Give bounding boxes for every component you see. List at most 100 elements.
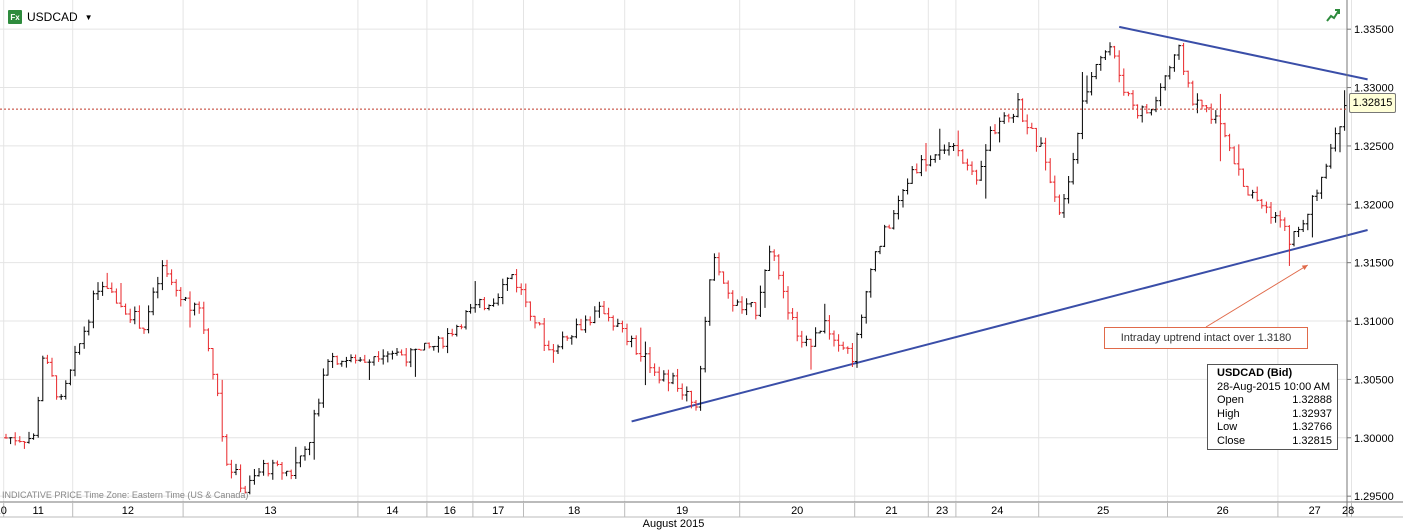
ohlc-bar bbox=[252, 468, 257, 485]
ohlc-bar bbox=[137, 305, 142, 329]
ohlc-bar bbox=[482, 297, 487, 311]
trend-up-icon[interactable] bbox=[1326, 8, 1340, 22]
ohlc-bar bbox=[1209, 103, 1214, 124]
ohlc-bar bbox=[201, 301, 206, 334]
ohlc-bar bbox=[1278, 210, 1283, 228]
y-tick-label: 1.30500 bbox=[1354, 374, 1394, 386]
ohlc-bar bbox=[1002, 112, 1007, 124]
ohlc-bar bbox=[1108, 42, 1112, 56]
symbol-selector[interactable]: Fx USDCAD ▼ bbox=[8, 8, 93, 26]
ohlc-bar bbox=[413, 348, 418, 377]
ohlc-bar bbox=[717, 252, 721, 276]
ohlc-bar bbox=[758, 285, 763, 317]
ohlc-bar bbox=[427, 342, 432, 349]
ohlc-bar bbox=[868, 268, 873, 298]
ohlc-bar bbox=[160, 260, 165, 291]
ohlc-bar bbox=[316, 398, 321, 417]
ohlc-bar bbox=[629, 335, 634, 348]
ohlc-bar bbox=[1223, 122, 1227, 138]
ohlc-bar bbox=[119, 283, 123, 308]
ohlc-bar bbox=[675, 368, 680, 392]
ohlc-bar bbox=[657, 366, 662, 384]
ohlc-bar bbox=[151, 287, 156, 316]
ohlc-bar bbox=[809, 338, 813, 370]
ohlc-bar bbox=[142, 327, 146, 334]
ohlc-bar bbox=[1103, 50, 1108, 61]
ohlc-bar bbox=[1200, 99, 1204, 110]
ohlc-bar bbox=[459, 324, 464, 330]
ohlc-bar bbox=[280, 462, 284, 480]
ohlc-bar bbox=[882, 224, 887, 248]
x-tick-label: 25 bbox=[1097, 505, 1109, 517]
ohlc-bar bbox=[901, 188, 905, 208]
ohlc-bar bbox=[910, 166, 915, 184]
ohlc-bar bbox=[1016, 92, 1020, 118]
ohlc-bar bbox=[1075, 132, 1080, 164]
y-tick-label: 1.29500 bbox=[1354, 491, 1394, 503]
ohlc-bar bbox=[993, 124, 997, 135]
last-price-tag: 1.32815 bbox=[1349, 93, 1396, 113]
ohlc-info-box: USDCAD (Bid) 28-Aug-2015 10:00 AM Open 1.… bbox=[1207, 364, 1338, 450]
ohlc-bar bbox=[1089, 71, 1094, 96]
ohlc-bar bbox=[339, 360, 344, 367]
ohlc-bar bbox=[786, 286, 790, 320]
ohlc-bar bbox=[1305, 213, 1310, 231]
ohlc-bar bbox=[753, 302, 758, 320]
ohlc-bar bbox=[1112, 45, 1117, 59]
ohlc-bar bbox=[487, 304, 491, 311]
ohlc-bar bbox=[878, 245, 882, 255]
ohlc-row-open: Open 1.32888 bbox=[1217, 394, 1332, 408]
ohlc-bar bbox=[1250, 189, 1255, 199]
ohlc-bar bbox=[947, 142, 951, 156]
ohlc-bar bbox=[836, 334, 841, 352]
x-tick-label: 24 bbox=[991, 505, 1003, 517]
y-axis: 1.33500 1.33000 1.32500 1.32000 1.31500 1.310… bbox=[1347, 24, 1394, 503]
ohlc-bar bbox=[275, 460, 280, 467]
ohlc-bar bbox=[390, 350, 395, 360]
ohlc-bar bbox=[988, 126, 993, 152]
ohlc-bar bbox=[795, 311, 800, 342]
ohlc-bar bbox=[266, 462, 271, 477]
ohlc-bar bbox=[1167, 65, 1172, 80]
ohlc-bar bbox=[887, 224, 892, 229]
ohlc-bar bbox=[1218, 93, 1223, 162]
ohlc-bar bbox=[891, 210, 896, 230]
chevron-down-icon[interactable]: ▼ bbox=[84, 12, 93, 22]
ohlc-bar bbox=[441, 337, 445, 349]
ohlc-datetime: 28-Aug-2015 10:00 AM bbox=[1217, 380, 1331, 393]
ohlc-bar bbox=[1333, 127, 1338, 152]
ohlc-bar bbox=[395, 347, 399, 356]
ohlc-bar bbox=[588, 316, 593, 326]
ohlc-bar bbox=[247, 475, 252, 495]
ohlc-bar bbox=[431, 345, 436, 351]
ohlc-bar bbox=[951, 143, 956, 152]
ohlc-bar bbox=[132, 306, 137, 325]
ohlc-bar bbox=[293, 446, 298, 479]
ohlc-row-close: Close 1.32815 bbox=[1217, 435, 1332, 449]
ohlc-bar bbox=[63, 380, 68, 400]
ohlc-bar bbox=[556, 344, 560, 355]
ohlc-bar bbox=[54, 375, 59, 400]
ohlc-bar bbox=[730, 290, 735, 312]
ohlc-bar bbox=[1117, 50, 1122, 83]
ohlc-bar bbox=[592, 306, 597, 324]
ohlc-bar bbox=[367, 359, 372, 380]
ohlc-bar bbox=[13, 432, 18, 446]
ohlc-bar bbox=[850, 343, 855, 367]
ohlc-bar bbox=[496, 293, 501, 306]
y-tick-label: 1.30000 bbox=[1354, 433, 1394, 445]
ohlc-bar bbox=[422, 342, 427, 351]
ohlc-bar bbox=[1140, 105, 1145, 123]
ohlc-bar bbox=[59, 394, 64, 400]
ohlc-bar bbox=[873, 251, 878, 272]
ohlc-bar bbox=[551, 344, 556, 363]
y-tick-label: 1.32500 bbox=[1354, 141, 1394, 153]
ohlc-row-low: Low 1.32766 bbox=[1217, 421, 1332, 435]
ohlc-bar bbox=[257, 468, 261, 477]
ohlc-bar bbox=[841, 341, 846, 350]
ohlc-bar bbox=[707, 279, 712, 326]
ohlc-bar bbox=[77, 343, 82, 355]
ohlc-bar bbox=[473, 281, 478, 313]
ohlc-bar bbox=[970, 161, 974, 175]
